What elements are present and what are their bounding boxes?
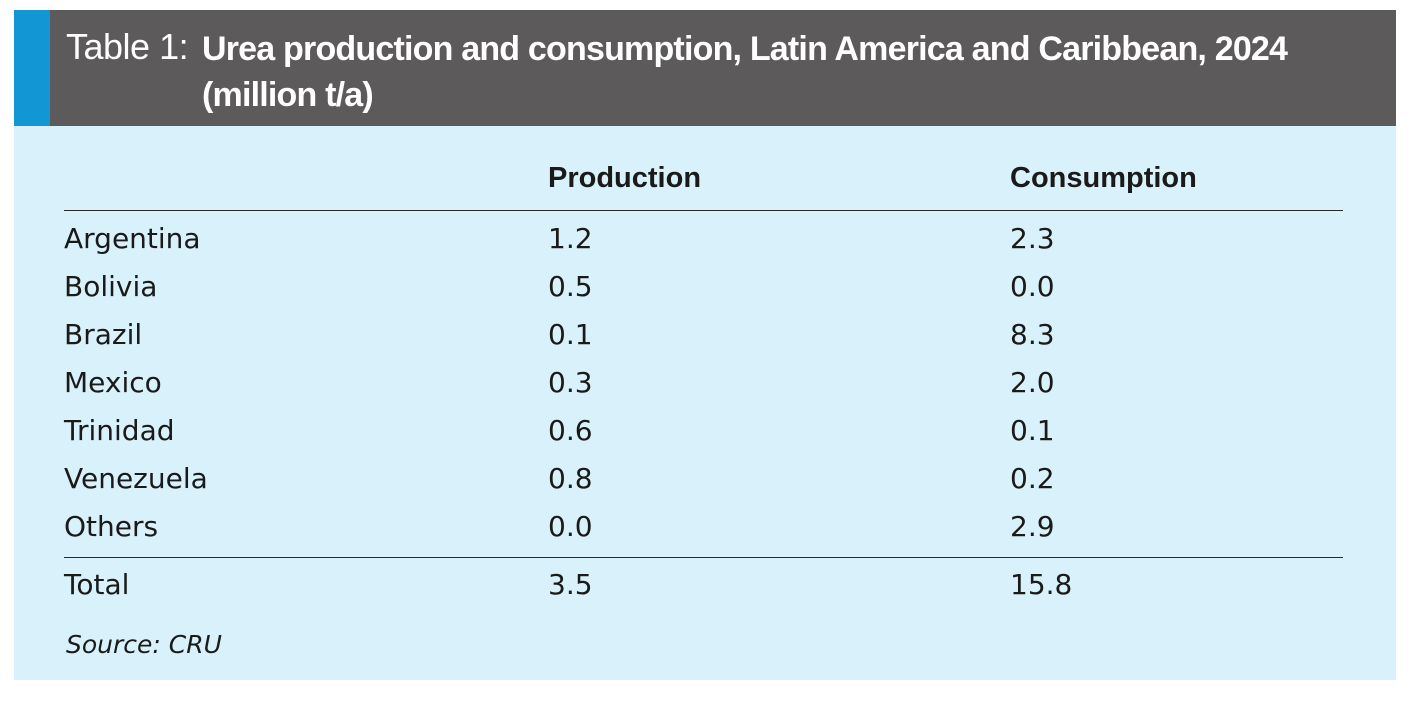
production-value: 0.3 [548, 366, 593, 399]
total-divider [64, 557, 1343, 558]
table-title-bar: Table 1: Urea production and consumption… [14, 10, 1396, 126]
table-row-total: Total 3.5 15.8 [14, 561, 1396, 609]
country-name: Mexico [64, 366, 162, 399]
table-row: Argentina 1.2 2.3 [14, 215, 1396, 263]
table-number: Table 1: [66, 26, 189, 67]
consumption-value: 0.1 [1010, 414, 1055, 447]
consumption-value: 8.3 [1010, 318, 1055, 351]
table-row: Mexico 0.3 2.0 [14, 359, 1396, 407]
country-name: Bolivia [64, 270, 158, 303]
production-value: 0.8 [548, 462, 593, 495]
production-value: 0.6 [548, 414, 593, 447]
table-row: Others 0.0 2.9 [14, 503, 1396, 551]
country-name: Argentina [64, 222, 201, 255]
source-note: Source: CRU [66, 630, 222, 659]
consumption-value: 0.0 [1010, 270, 1055, 303]
consumption-value: 0.2 [1010, 462, 1055, 495]
data-table-card: Table 1: Urea production and consumption… [14, 10, 1396, 680]
consumption-value: 2.9 [1010, 510, 1055, 543]
country-name: Venezuela [64, 462, 208, 495]
production-value: 0.0 [548, 510, 593, 543]
total-consumption: 15.8 [1010, 568, 1073, 601]
table-row: Brazil 0.1 8.3 [14, 311, 1396, 359]
consumption-value: 2.0 [1010, 366, 1055, 399]
column-header-production: Production [548, 162, 702, 194]
table-row: Venezuela 0.8 0.2 [14, 455, 1396, 503]
header-divider [64, 210, 1343, 211]
table-row: Trinidad 0.6 0.1 [14, 407, 1396, 455]
table-row: Bolivia 0.5 0.0 [14, 263, 1396, 311]
production-value: 0.1 [548, 318, 593, 351]
column-header-consumption: Consumption [1010, 162, 1197, 194]
production-value: 1.2 [548, 222, 593, 255]
consumption-value: 2.3 [1010, 222, 1055, 255]
country-name: Others [64, 510, 159, 543]
total-production: 3.5 [548, 568, 593, 601]
country-name: Trinidad [64, 414, 175, 447]
total-label: Total [64, 568, 130, 601]
table-title: Urea production and consumption, Latin A… [202, 30, 1288, 114]
title-accent-stripe [14, 10, 50, 126]
country-name: Brazil [64, 318, 143, 351]
production-value: 0.5 [548, 270, 593, 303]
